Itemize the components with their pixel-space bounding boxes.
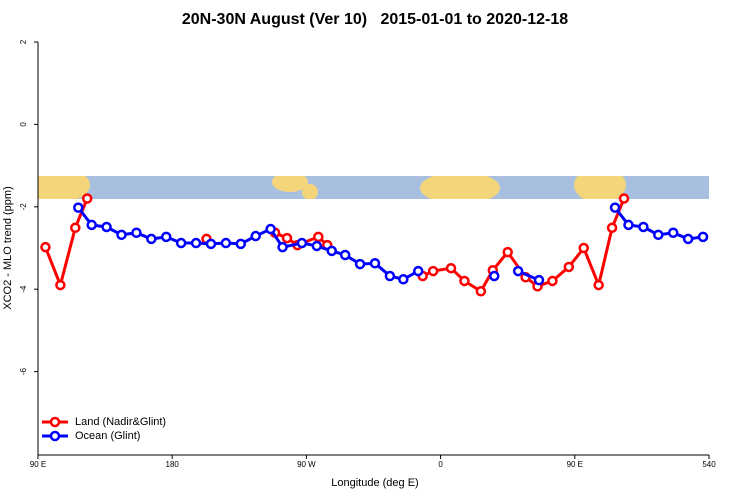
point bbox=[609, 202, 621, 213]
x-axis-label: Longitude (deg E) bbox=[331, 477, 418, 489]
point bbox=[412, 265, 424, 277]
point bbox=[369, 257, 381, 269]
world-map-strip bbox=[38, 176, 709, 199]
point bbox=[175, 237, 187, 249]
point bbox=[311, 240, 323, 252]
x-tick-label: 0 bbox=[438, 460, 443, 469]
legend-marker bbox=[49, 416, 61, 428]
point bbox=[339, 249, 351, 261]
point bbox=[220, 237, 232, 249]
y-axis-label: XCO2 - MLO trend (ppm) bbox=[2, 186, 14, 309]
x-tick-label: 540 bbox=[702, 460, 716, 469]
point bbox=[618, 193, 630, 204]
x-tick-label: 90 E bbox=[567, 460, 583, 469]
point bbox=[653, 229, 664, 241]
point bbox=[250, 230, 261, 242]
point bbox=[101, 221, 112, 233]
point bbox=[398, 274, 409, 285]
point bbox=[563, 261, 575, 273]
point bbox=[547, 275, 558, 287]
x-tick-label: 180 bbox=[166, 460, 180, 469]
point bbox=[578, 242, 589, 254]
legend-label: Land (Nadir&Glint) bbox=[75, 416, 166, 428]
point bbox=[296, 237, 308, 249]
point bbox=[70, 222, 81, 234]
point bbox=[116, 229, 127, 241]
point bbox=[384, 270, 396, 282]
point bbox=[512, 265, 524, 277]
point bbox=[475, 286, 487, 297]
point bbox=[638, 221, 649, 233]
point bbox=[354, 258, 366, 270]
point bbox=[697, 231, 709, 243]
point bbox=[326, 245, 337, 257]
point bbox=[265, 223, 276, 235]
point bbox=[73, 202, 84, 213]
point bbox=[445, 262, 457, 274]
point bbox=[281, 232, 293, 244]
point bbox=[623, 219, 634, 231]
point bbox=[593, 279, 604, 291]
y-tick-label: -6 bbox=[19, 367, 28, 375]
y-tick-label: 2 bbox=[19, 39, 28, 44]
point bbox=[235, 238, 247, 250]
point bbox=[459, 275, 470, 287]
point bbox=[502, 246, 513, 258]
point bbox=[606, 222, 618, 234]
point bbox=[667, 227, 679, 239]
point bbox=[131, 227, 142, 239]
point bbox=[55, 279, 66, 291]
legend-marker bbox=[49, 430, 61, 442]
point bbox=[277, 241, 288, 253]
point bbox=[313, 231, 324, 243]
point bbox=[40, 241, 51, 253]
x-tick-label: 90 E bbox=[30, 460, 46, 469]
point bbox=[533, 274, 545, 286]
point bbox=[86, 219, 97, 231]
legend-label: Ocean (Glint) bbox=[75, 430, 140, 442]
y-tick-label: -4 bbox=[19, 285, 28, 293]
point bbox=[427, 265, 439, 277]
point bbox=[160, 231, 172, 243]
point bbox=[146, 233, 157, 245]
point bbox=[205, 238, 217, 250]
chart-title: 20N-30N August (Ver 10) 2015-01-01 to 20… bbox=[182, 11, 568, 28]
point bbox=[190, 237, 202, 249]
y-tick-label: -2 bbox=[19, 203, 28, 211]
point bbox=[81, 193, 93, 204]
x-tick-label: 90 W bbox=[297, 460, 316, 469]
point bbox=[682, 233, 694, 245]
y-tick-label: 0 bbox=[19, 122, 28, 127]
point bbox=[489, 270, 500, 282]
